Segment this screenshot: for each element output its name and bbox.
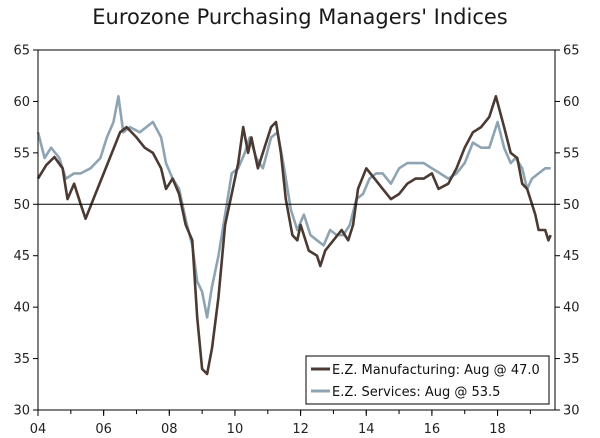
x-tick-label-12: 12 xyxy=(292,422,309,437)
y-tick-label-left-50: 50 xyxy=(13,198,30,213)
y-tick-label-right-50: 50 xyxy=(563,198,580,213)
y-tick-label-right-40: 40 xyxy=(563,301,580,316)
y-tick-label-left-45: 45 xyxy=(13,249,30,264)
chart-title: Eurozone Purchasing Managers' Indices xyxy=(92,5,507,29)
y-tick-label-right-35: 35 xyxy=(563,352,580,367)
x-tick-label-16: 16 xyxy=(424,422,441,437)
y-tick-label-right-55: 55 xyxy=(563,146,580,161)
x-tick-label-10: 10 xyxy=(227,422,244,437)
x-axis: 04 06 08 10 12 14 16 18 xyxy=(30,410,531,437)
x-tick-label-04: 04 xyxy=(30,422,47,437)
legend-box xyxy=(305,355,550,405)
x-tick-label-06: 06 xyxy=(95,422,112,437)
y-tick-label-left-30: 30 xyxy=(13,404,30,419)
y-tick-label-right-65: 65 xyxy=(563,44,580,59)
plot-frame xyxy=(37,49,556,411)
y-tick-label-left-40: 40 xyxy=(13,301,30,316)
series-line-services xyxy=(36,95,551,319)
y-tick-label-left-55: 55 xyxy=(13,146,30,161)
x-tick-label-08: 08 xyxy=(161,422,178,437)
y-axis-left: 30 35 40 45 50 55 60 65 xyxy=(13,44,38,419)
y-tick-label-left-65: 65 xyxy=(13,44,30,59)
y-tick-label-left-35: 35 xyxy=(13,352,30,367)
y-tick-label-right-30: 30 xyxy=(563,404,580,419)
y-axis-right: 30 35 40 45 50 55 60 65 xyxy=(555,44,580,419)
plot-area xyxy=(36,95,552,376)
x-tick-label-18: 18 xyxy=(489,422,506,437)
x-tick-label-14: 14 xyxy=(358,422,375,437)
y-tick-label-right-60: 60 xyxy=(563,95,580,110)
legend-label-services: E.Z. Services: Aug @ 53.5 xyxy=(332,385,500,400)
series-line-manufacturing xyxy=(36,95,552,376)
y-tick-label-left-60: 60 xyxy=(13,95,30,110)
y-tick-label-right-45: 45 xyxy=(563,249,580,264)
legend: E.Z. Manufacturing: Aug @ 47.0 E.Z. Serv… xyxy=(305,355,550,405)
legend-label-manufacturing: E.Z. Manufacturing: Aug @ 47.0 xyxy=(332,363,540,378)
